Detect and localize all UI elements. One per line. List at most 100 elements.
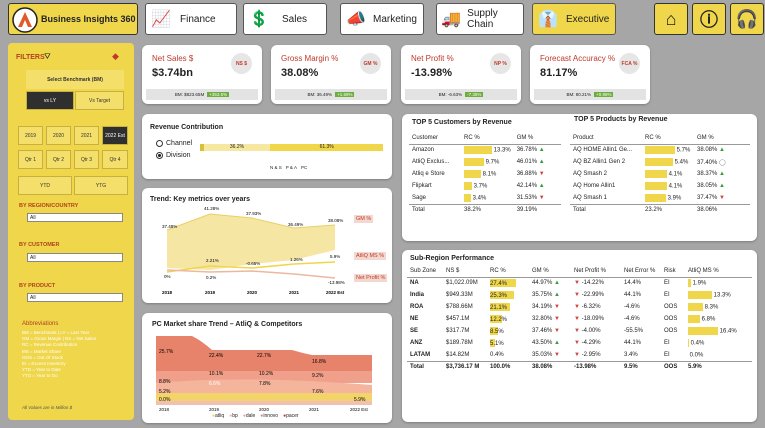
col-rc[interactable]: RC % <box>642 132 694 145</box>
market-share-title: PC Market share Trend – AtliQ & Competit… <box>152 321 303 328</box>
table-row[interactable]: AQ BZ Allin1 Gen 2 5.4% 37.40% ◯ <box>570 156 750 168</box>
table-row[interactable]: AQ Smash 2 4.1% 38.37% ▲ <box>570 168 750 180</box>
row-gm: 32.80% ▼ <box>529 313 571 325</box>
table-row[interactable]: NA $1,022.09M 27.4% 44.97% ▲ ▼ -14.22% 14.4% E… <box>407 277 752 289</box>
row-rc: 8.1% <box>461 168 514 180</box>
row-ns: $788.66M <box>446 304 473 310</box>
home-button[interactable]: ⌂ <box>654 3 688 35</box>
gm-value: 34.19% <box>532 304 553 310</box>
row-ne: -4.6% <box>624 304 640 310</box>
table-row[interactable]: AQ Home Allin1 4.1% 38.05% ▲ <box>570 180 750 192</box>
year-2020[interactable]: 2020 <box>46 126 71 145</box>
year-2021[interactable]: 2021 <box>74 126 99 145</box>
col-ns[interactable]: NS $ <box>443 265 487 278</box>
kpi-title: Net Profit % <box>411 54 454 63</box>
kpi-bm-change: +0.96% <box>594 92 614 97</box>
revenue-contribution-title: Revenue Contribution <box>150 124 224 131</box>
ytg-button[interactable]: YTG <box>74 176 128 195</box>
year-2019[interactable]: 2019 <box>18 126 43 145</box>
top-products-title: TOP 5 Products by Revenue <box>574 116 668 123</box>
nav-executive[interactable]: 👔 Executive <box>532 3 616 35</box>
nav-finance[interactable]: 📈 Finance <box>145 3 237 35</box>
rc-value: 4.1% <box>668 171 683 178</box>
table-row[interactable]: AQ Smash 1 3.9% 37.47% ▼ <box>570 192 750 204</box>
table-row[interactable]: SE $317.7M 8.5% 37.46% ▼ ▼ -4.00% -55.5% OOS 1… <box>407 325 752 337</box>
col-rc[interactable]: RC % <box>487 265 529 278</box>
year-2022-est[interactable]: 2022 Est <box>102 126 128 145</box>
table-row[interactable]: LATAM $14.82M 0.4% 35.03% ▼ ▼ -2.95% 3.4% EI 0… <box>407 349 752 361</box>
region-select[interactable]: All <box>27 213 123 222</box>
quarter-3[interactable]: Qtr 3 <box>74 150 99 169</box>
row-gm: 42.14% ▲ <box>514 180 561 192</box>
trend-down-icon: ▼ <box>538 171 545 177</box>
table-row[interactable]: AQ HOME Allin1 Ge... 5.7% 38.08% ▲ <box>570 144 750 156</box>
nav-supply-chain[interactable]: 🚚 Supply Chain <box>436 3 524 35</box>
ms-bar <box>688 279 691 288</box>
table-row[interactable]: Sage 3.4% 31.53% ▼ <box>409 192 561 204</box>
col-ne[interactable]: Net Error % <box>621 265 661 278</box>
home-icon: ⌂ <box>665 8 677 29</box>
col-gm[interactable]: GM % <box>529 265 571 278</box>
np-value: -2.95% <box>581 351 601 358</box>
abbrev-line: MS = Market Share <box>22 348 61 354</box>
col-rc[interactable]: RC % <box>461 132 514 145</box>
col-ms[interactable]: AtliQ MS % <box>685 265 752 278</box>
ytd-button[interactable]: YTD <box>18 176 72 195</box>
row-ns: $14.82M <box>446 351 470 358</box>
row-ms: 13.3% <box>685 289 752 301</box>
table-row[interactable]: Atliq e Store 8.1% 36.88% ▼ <box>409 168 561 180</box>
col-gm[interactable]: GM % <box>513 132 561 145</box>
quarter-4[interactable]: Qtr 4 <box>102 150 128 169</box>
abbrev-line: YTG = Year to Go <box>22 373 58 379</box>
table-row[interactable]: AtliQ Exclus... 9.7% 46.01% ▲ <box>409 156 561 168</box>
info-button[interactable]: ⓘ <box>692 3 726 35</box>
trend-down-icon: ▼ <box>719 194 725 201</box>
rc-bar <box>464 146 492 155</box>
table-row[interactable]: Flipkart 3.7% 42.14% ▲ <box>409 180 561 192</box>
quarter-1[interactable]: Qtr 1 <box>18 150 43 169</box>
rc-value: 25.3% <box>490 292 508 299</box>
product-select[interactable]: All <box>27 293 123 302</box>
row-ne: -55.5% <box>624 328 644 334</box>
gm-value: 36.78% <box>516 147 538 154</box>
col-gm[interactable]: GM % <box>694 132 750 145</box>
table-row[interactable]: ANZ $189.78M 5.1% 43.50% ▲ ▼ -4.29% 44.1% EI 0… <box>407 337 752 349</box>
abbrev-line: EI = Excess Inventory <box>22 361 66 367</box>
radio-division[interactable]: Division <box>156 152 191 159</box>
col-risk[interactable]: Risk <box>661 265 685 278</box>
row-rc: 8.5% <box>487 325 529 337</box>
support-button[interactable]: 🎧 <box>730 3 764 35</box>
row-ns: $1,022.09M <box>446 280 478 287</box>
table-row[interactable]: NE $457.1M 12.2% 32.80% ▼ ▼ -18.09% -4.6% OOS … <box>407 313 752 325</box>
row-rc: 5.1% <box>487 337 529 349</box>
col-product[interactable]: Product <box>570 132 642 145</box>
benchmark-vs-ly[interactable]: vs LY <box>26 91 74 110</box>
radio-channel[interactable]: Channel <box>156 140 192 147</box>
trend-down-icon: ▼ <box>574 316 580 322</box>
benchmark-vs-target[interactable]: Vs Target <box>75 91 124 110</box>
table-row[interactable]: ROA $788.66M 21.1% 34.19% ▼ ▼ -6.32% -4.6% OOS… <box>407 301 752 313</box>
row-gm: 38.37% ▲ <box>694 168 750 180</box>
year-tick: 2020 <box>259 407 270 412</box>
table-header-row: Sub Zone NS $ RC % GM % Net Profit % Net… <box>407 265 752 278</box>
customer-select[interactable]: All <box>27 253 123 262</box>
col-subzone[interactable]: Sub Zone <box>407 265 443 278</box>
series-tag-ms: AtliQ MS % <box>354 252 387 260</box>
ms-label: 7.6% <box>312 389 324 395</box>
col-np[interactable]: Net Profit % <box>571 265 621 278</box>
nav-marketing[interactable]: 📣 Marketing <box>340 3 424 35</box>
row-ns: $317.7M <box>446 328 470 334</box>
subregion-title: Sub-Region Performance <box>410 255 495 262</box>
year-tick: 2021 <box>309 407 320 412</box>
row-ne: 44.1% <box>624 292 642 298</box>
quarter-2[interactable]: Qtr 2 <box>46 150 71 169</box>
clear-filter-eraser-icon[interactable]: ◆ <box>112 51 119 61</box>
nav-sales[interactable]: 💲 Sales <box>243 3 327 35</box>
finance-chart-icon: 📈 <box>151 11 171 28</box>
table-row[interactable]: Amazon 13.3% 36.78% ▲ <box>409 144 561 156</box>
total-ms: 5.9% <box>685 360 752 373</box>
row-np: ▼ -6.32% <box>571 301 621 313</box>
gm-value: 46.01% <box>516 159 538 165</box>
table-row[interactable]: India $949.33M 25.3% 35.75% ▲ ▼ -22.99% 44.1%… <box>407 289 752 301</box>
col-customer[interactable]: Customer <box>409 132 461 145</box>
